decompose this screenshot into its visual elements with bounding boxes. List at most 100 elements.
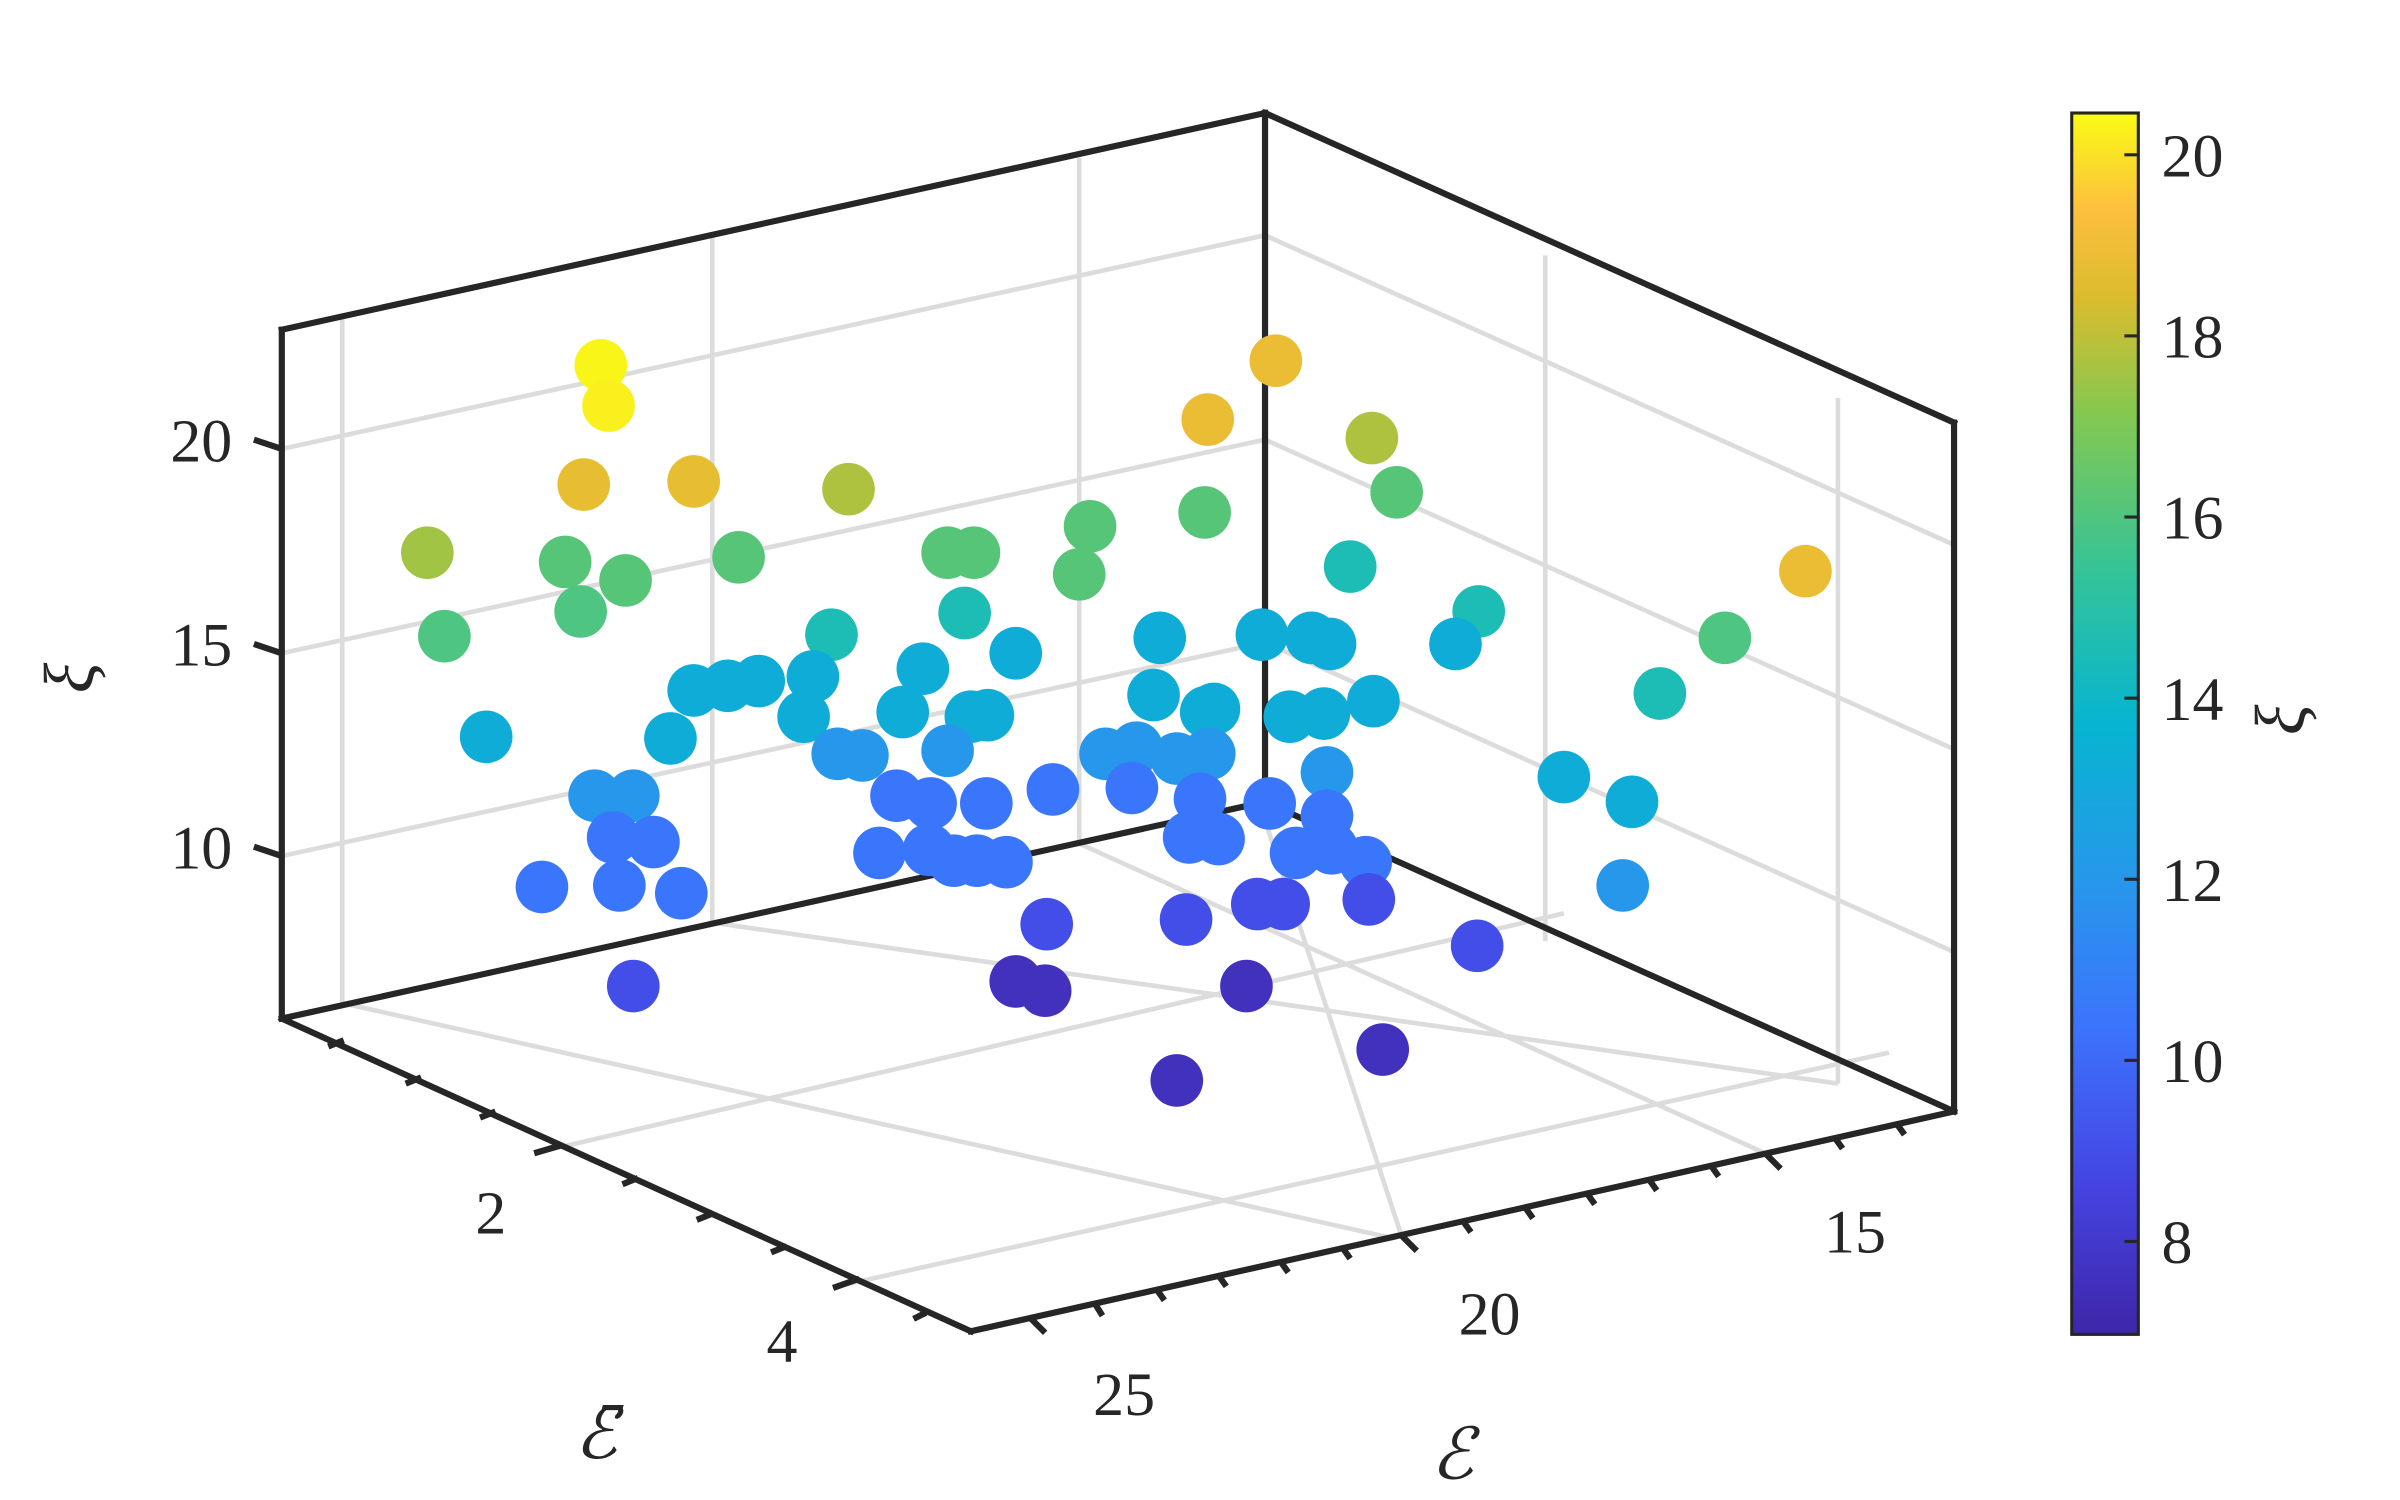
data-point	[1633, 667, 1687, 720]
colorbar-ticks	[2124, 153, 2139, 1244]
cb-tick-8: 8	[2162, 1209, 2193, 1277]
cb-tick-14: 14	[2162, 666, 2224, 734]
data-point	[1249, 334, 1303, 387]
colorbar: 20 18 16 14 12 10 8 ξ	[2070, 111, 2320, 1336]
data-point	[921, 724, 974, 778]
data-point	[606, 959, 660, 1013]
data-point	[1220, 959, 1273, 1013]
data-point	[1370, 465, 1423, 519]
data-point	[1605, 775, 1659, 829]
e-tick-15: 15	[1824, 1198, 1886, 1266]
data-point	[574, 339, 628, 392]
y-tick-labels: 25 20 15	[1093, 1198, 1886, 1429]
z-tick-10: 10	[170, 814, 232, 882]
data-point	[654, 866, 708, 920]
data-point	[1323, 540, 1377, 593]
data-point	[947, 526, 1001, 579]
data-point	[1026, 763, 1080, 816]
cb-tick-18: 18	[2162, 304, 2224, 372]
data-point	[1356, 1023, 1410, 1076]
z-tick-labels: 20 15 10	[170, 407, 232, 882]
colorbar-label: ξ	[2242, 704, 2320, 735]
z-axis-ticks	[252, 436, 283, 859]
data-point	[904, 777, 957, 830]
data-point	[1018, 964, 1072, 1018]
z-tick-20: 20	[170, 407, 232, 475]
data-point	[1342, 873, 1396, 926]
data-point	[896, 642, 950, 696]
data-point	[961, 688, 1015, 742]
data-point	[593, 859, 646, 912]
data-point	[1063, 500, 1117, 553]
data-point	[1297, 687, 1351, 740]
data-point	[938, 586, 991, 640]
cb-tick-16: 16	[2162, 485, 2224, 553]
axes-box	[277, 108, 1959, 1336]
data-point	[515, 860, 569, 914]
data-point	[836, 729, 889, 782]
cb-tick-10: 10	[2162, 1028, 2224, 1096]
ebar-tick-4: 4	[766, 1308, 797, 1376]
data-point	[1303, 617, 1357, 671]
data-point	[1257, 877, 1310, 931]
data-point	[876, 685, 930, 739]
data-point	[1052, 547, 1106, 601]
data-point	[732, 654, 786, 708]
ebar-tick-2: 2	[475, 1180, 506, 1248]
data-point	[1243, 777, 1296, 830]
cb-tick-20: 20	[2162, 122, 2224, 190]
data-point	[1110, 721, 1163, 774]
data-point	[554, 585, 607, 638]
x-axis-ticks	[327, 1037, 928, 1322]
data-point	[1020, 897, 1074, 951]
data-point	[1127, 668, 1180, 722]
z-axis-label: ξ	[31, 662, 109, 693]
data-point	[599, 554, 652, 607]
data-point	[777, 690, 830, 744]
data-point	[1187, 682, 1241, 736]
data-point	[1192, 812, 1245, 866]
data-point	[538, 535, 592, 589]
data-point	[667, 455, 720, 508]
data-point	[1300, 746, 1354, 799]
data-point	[1181, 393, 1235, 446]
data-point	[1347, 674, 1400, 728]
data-point	[1450, 919, 1504, 973]
data-point	[1150, 1054, 1204, 1107]
data-point	[644, 712, 697, 765]
data-point	[582, 379, 635, 432]
data-point	[568, 769, 621, 822]
data-point	[418, 609, 471, 663]
data-point	[980, 835, 1033, 889]
data-point	[459, 710, 513, 764]
data-point	[401, 526, 454, 579]
cb-tick-12: 12	[2162, 847, 2224, 915]
data-point	[1182, 727, 1236, 781]
y-axis-ticks	[1027, 1122, 1908, 1336]
data-point	[586, 811, 640, 864]
gridlines	[281, 157, 1956, 1288]
e-tick-25: 25	[1093, 1361, 1155, 1429]
data-point	[1345, 411, 1399, 465]
x-axis-label: ℰ̄	[575, 1396, 625, 1474]
data-point	[1698, 611, 1752, 665]
data-point	[1779, 544, 1832, 598]
x-tick-labels: 2 4	[475, 1180, 797, 1376]
data-point	[960, 777, 1013, 830]
data-point	[1105, 761, 1159, 815]
z-tick-15: 15	[170, 612, 232, 680]
data-point	[1133, 611, 1187, 665]
data-point	[805, 608, 858, 661]
data-point	[712, 530, 765, 584]
data-point	[822, 462, 875, 516]
e-tick-20: 20	[1459, 1280, 1521, 1348]
colorbar-gradient	[2070, 111, 2140, 1336]
data-point	[1537, 750, 1591, 804]
data-point	[1178, 486, 1231, 539]
data-point	[1235, 608, 1289, 661]
y-axis-label: ℰ	[1431, 1416, 1481, 1494]
data-point	[1159, 893, 1213, 946]
data-point	[606, 769, 660, 822]
data-point	[1596, 859, 1650, 912]
